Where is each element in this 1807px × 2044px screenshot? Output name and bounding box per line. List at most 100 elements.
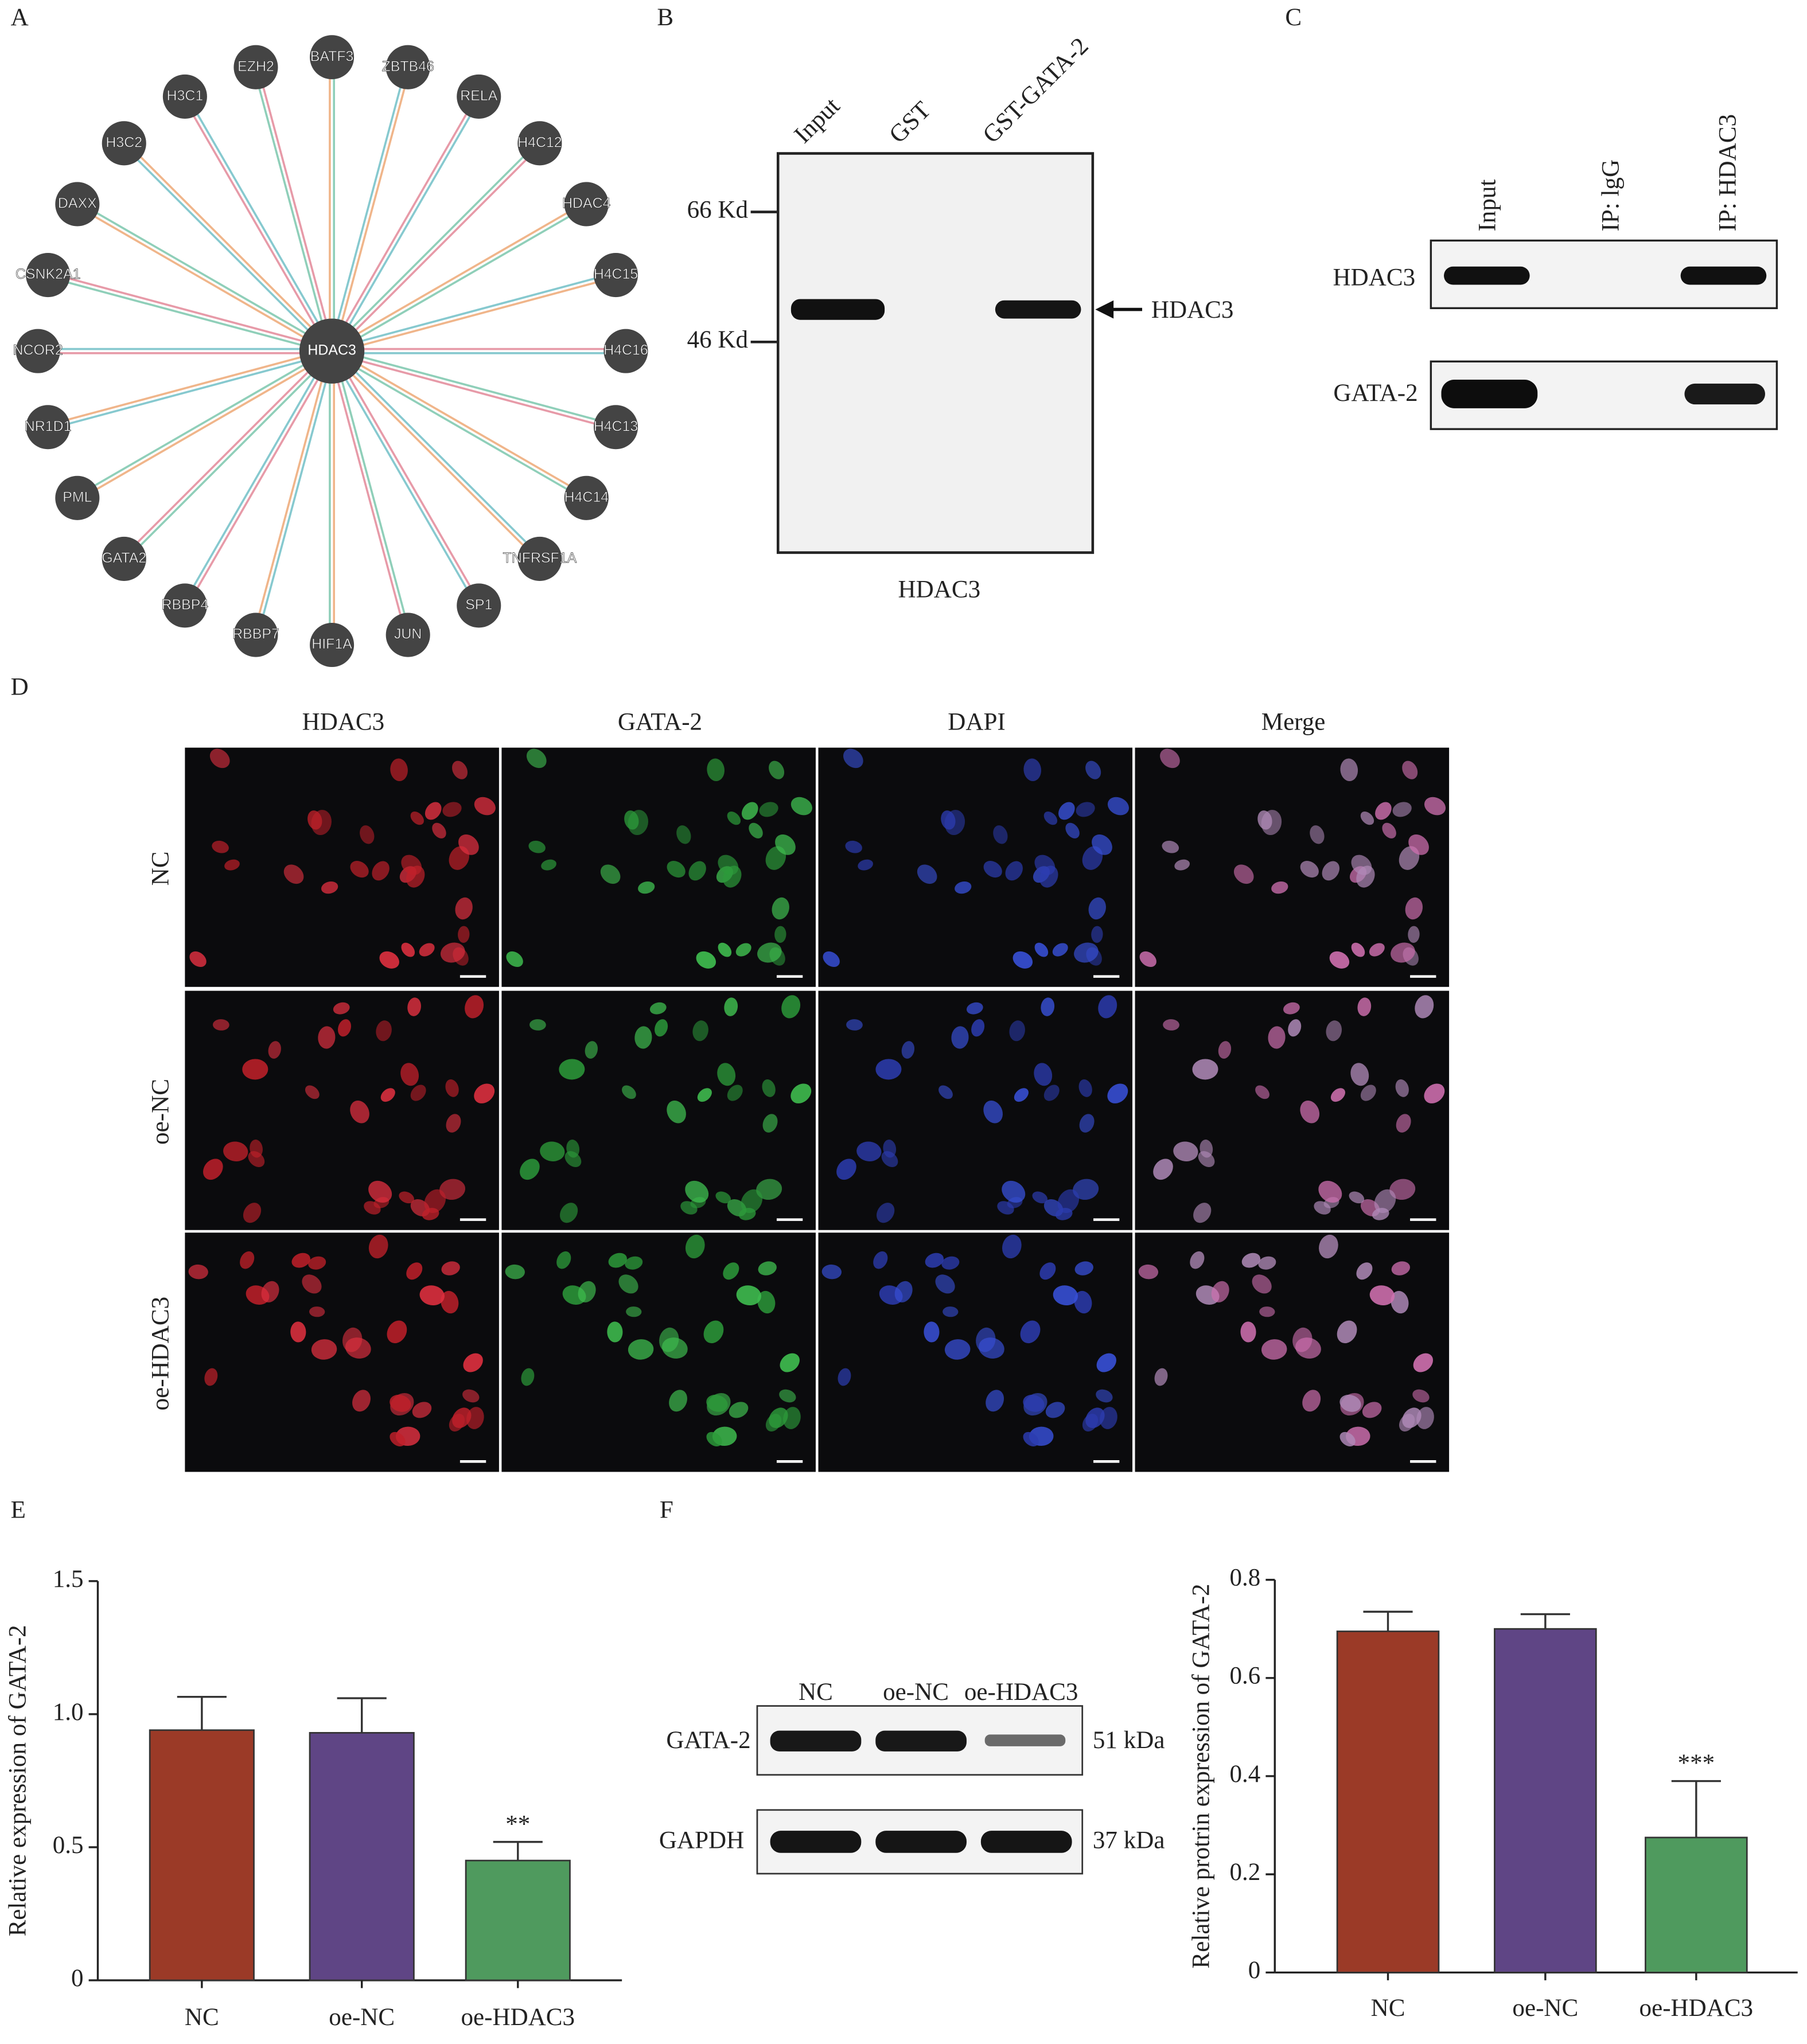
band — [790, 299, 885, 320]
nucleus — [1153, 1158, 1173, 1180]
target-label: HDAC3 — [1151, 297, 1234, 323]
nucleus — [1045, 1402, 1065, 1418]
nucleus — [779, 1389, 796, 1403]
x-tick-label: NC — [185, 2004, 219, 2031]
nucleus — [649, 1002, 667, 1015]
center-node — [299, 318, 365, 384]
edge — [47, 348, 332, 426]
nucleus — [608, 1253, 627, 1268]
nucleus — [474, 797, 496, 816]
edge — [329, 95, 478, 351]
nucleus — [446, 1114, 461, 1133]
nucleus — [1139, 951, 1156, 968]
nucleus — [463, 1353, 483, 1372]
nucleus — [1399, 1414, 1415, 1431]
band — [875, 1831, 967, 1853]
nucleus — [735, 943, 751, 957]
node: H4C13 — [593, 405, 638, 450]
node: HIF1A — [310, 622, 355, 668]
column-label: Merge — [1261, 709, 1326, 736]
bar — [465, 1859, 571, 1981]
bar — [149, 1729, 255, 1981]
nucleus — [1415, 995, 1434, 1019]
nucleus — [1043, 1085, 1060, 1101]
lane-label: Input — [1474, 180, 1501, 232]
nucleus — [1002, 1234, 1022, 1259]
nucleus — [901, 1041, 915, 1059]
nucleus — [1268, 1026, 1286, 1049]
y-tick-label: 0 — [1248, 1957, 1261, 1984]
nucleus — [655, 1019, 668, 1037]
nucleus — [622, 1085, 636, 1099]
nucleus — [1408, 926, 1420, 943]
node-circle — [385, 613, 430, 657]
nucleus — [772, 897, 789, 920]
row-label: oe-HDAC3 — [147, 1297, 174, 1411]
y-tick-label: 0.4 — [1230, 1761, 1261, 1788]
bar — [1494, 1628, 1597, 1973]
node-circle — [102, 121, 146, 166]
edge — [182, 97, 332, 353]
nucleus — [1372, 1208, 1389, 1220]
nucleus — [757, 1290, 776, 1314]
nucleus — [1357, 997, 1372, 1016]
nucleus — [717, 1063, 736, 1086]
edge — [332, 205, 589, 354]
node: H4C15 — [593, 252, 638, 298]
y-tick-label: 0.8 — [1230, 1565, 1261, 1591]
nucleus — [364, 1201, 381, 1215]
nucleus — [1369, 1285, 1395, 1306]
nucleus — [1329, 951, 1350, 969]
nucleus — [401, 855, 422, 875]
node: H3C2 — [102, 121, 146, 166]
nucleus — [877, 1203, 895, 1223]
node-label: HIF1A — [311, 636, 352, 652]
panel-label: A — [11, 4, 29, 31]
node: BATF3 — [310, 35, 355, 80]
nucleus — [1160, 748, 1180, 769]
bar — [309, 1732, 415, 1981]
edge — [256, 66, 335, 351]
nucleus — [1034, 942, 1049, 957]
nucleus — [790, 797, 812, 816]
panel-label: F — [660, 1497, 673, 1524]
node-circle — [26, 252, 71, 298]
nucleus — [875, 1059, 902, 1080]
nucleus — [1322, 861, 1339, 881]
nucleus — [1096, 1389, 1113, 1403]
lane-label: oe-HDAC3 — [964, 1679, 1078, 1706]
nucleus — [1318, 1180, 1342, 1203]
node-label: TNFRSF1A — [503, 550, 577, 566]
node: H4C12 — [517, 121, 562, 166]
nucleus — [224, 859, 240, 871]
nucleus — [624, 810, 639, 830]
nucleus — [1391, 1290, 1409, 1314]
nucleus — [634, 1026, 652, 1049]
significance: *** — [1678, 1750, 1715, 1777]
y-tick-label: 0 — [71, 1965, 84, 1992]
node-label: SP1 — [465, 596, 492, 613]
nucleus — [1257, 810, 1272, 830]
nucleus — [1193, 1203, 1212, 1223]
nucleus — [1014, 1088, 1029, 1102]
y-tick-label: 0.5 — [53, 1832, 84, 1859]
nucleus — [528, 840, 546, 853]
nucleus — [628, 1339, 654, 1360]
nucleus — [506, 951, 523, 968]
nucleus — [1082, 1414, 1099, 1431]
nucleus — [1369, 943, 1385, 957]
nucleus — [1034, 1063, 1053, 1086]
nucleus — [1288, 1019, 1302, 1037]
nucleus — [223, 1141, 248, 1161]
edge — [76, 348, 332, 497]
nucleus — [769, 760, 785, 779]
panel-label: B — [657, 4, 673, 31]
lane-label: IP: lgG — [1598, 159, 1625, 232]
nucleus — [941, 810, 956, 830]
nucleus — [372, 861, 390, 881]
band — [770, 1730, 862, 1752]
nucleus — [268, 1041, 281, 1059]
edge — [256, 351, 335, 636]
nucleus — [1413, 1353, 1434, 1372]
